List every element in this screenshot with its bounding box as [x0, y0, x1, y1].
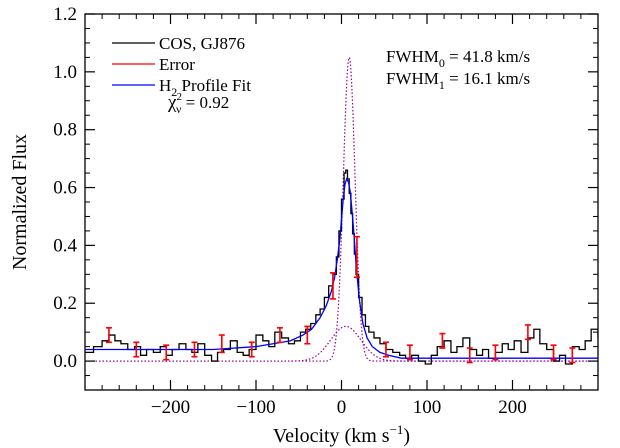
- fit-series-line: [85, 177, 598, 359]
- error-bar: [163, 344, 170, 361]
- y-tick-label: 0.6: [53, 178, 77, 199]
- x-tick-labels: −200 −100 0 100 200: [151, 397, 527, 418]
- x-axis-label-exponent: −1: [390, 422, 404, 437]
- error-bar: [248, 341, 255, 358]
- legend-label-data: COS, GJ876: [159, 34, 245, 53]
- error-bar: [304, 325, 311, 345]
- error-bar: [218, 334, 225, 354]
- y-tick-label: 0.8: [53, 120, 77, 141]
- legend-label-fit: H2 Profile Fit: [159, 76, 251, 99]
- component-curve-1: [85, 56, 598, 362]
- error-bar: [466, 347, 473, 364]
- y-tick-label: 1.0: [53, 62, 77, 83]
- y-tick-label: 1.2: [53, 4, 77, 25]
- x-tick-label: −100: [236, 397, 275, 418]
- error-bar: [524, 324, 531, 341]
- error-bar: [406, 344, 413, 361]
- error-bar: [191, 341, 198, 358]
- error-bar: [353, 235, 360, 279]
- x-tick-label: 0: [337, 397, 347, 418]
- y-tick-labels: 0.0 0.2 0.4 0.6 0.8 1.0 1.2: [53, 4, 77, 372]
- error-bar: [569, 347, 576, 364]
- x-tick-label: −200: [151, 397, 190, 418]
- fit-components: [85, 56, 598, 362]
- fwhm-0-label: FWHM0 = 41.8 km/s: [386, 47, 530, 70]
- x-axis-label: Velocity (km s−1): [273, 422, 410, 447]
- data-series-line: [85, 169, 598, 365]
- fwhm-1-label: FWHM1 = 16.1 km/s: [386, 69, 530, 92]
- y-tick-label: 0.2: [53, 293, 77, 314]
- x-tick-label: 100: [413, 397, 442, 418]
- y-tick-label: 0.4: [53, 235, 77, 256]
- error-bar: [276, 327, 283, 344]
- error-bar: [492, 344, 499, 361]
- plot-area: [84, 13, 599, 391]
- error-bars: [105, 235, 576, 364]
- error-bar: [329, 272, 336, 300]
- x-tick-label: 200: [498, 397, 527, 418]
- y-axis-label: Normalized Flux: [9, 134, 31, 270]
- legend-label-error: Error: [159, 55, 195, 74]
- error-bar: [439, 332, 446, 349]
- error-bar: [550, 344, 557, 361]
- axis-ticks: [84, 13, 599, 391]
- y-tick-label: 0.0: [53, 351, 77, 372]
- error-bar: [105, 327, 112, 344]
- series-layer: [85, 169, 598, 365]
- error-bar: [133, 341, 140, 358]
- legend: COS, GJ876 Error H2 Profile Fit χ2 ν = 0.…: [112, 34, 251, 116]
- fwhm-annotations: FWHM0 = 41.8 km/s FWHM1 = 16.1 km/s: [386, 47, 530, 92]
- error-bar: [382, 341, 389, 358]
- chi-squared-value: χ2 ν = 0.92: [167, 91, 229, 116]
